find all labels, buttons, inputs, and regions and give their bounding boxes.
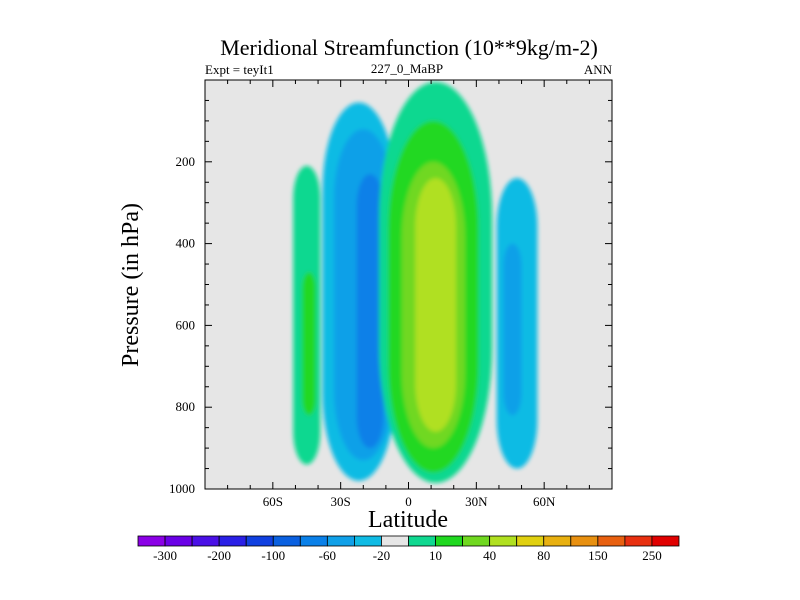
- colorbar-label: 80: [537, 548, 550, 563]
- colorbar-swatch: [381, 535, 409, 547]
- colorbar-label: 10: [429, 548, 442, 563]
- x-tick-label: 30S: [331, 494, 351, 509]
- x-tick-label: 0: [405, 494, 412, 509]
- colorbar-swatch: [218, 535, 247, 547]
- colorbar-label: -20: [373, 548, 390, 563]
- colorbar-swatch: [245, 535, 274, 547]
- colorbar-label: 250: [642, 548, 662, 563]
- x-tick-label: 60N: [533, 494, 556, 509]
- colorbar-swatch: [597, 535, 626, 547]
- season-label: ANN: [584, 62, 613, 77]
- colorbar-swatch: [299, 535, 328, 547]
- cell-sh-polar-inner: [302, 272, 316, 416]
- colorbar-swatch: [516, 535, 545, 547]
- y-tick-label: 800: [176, 399, 196, 414]
- y-axis-label: Pressure (in hPa): [118, 203, 144, 367]
- y-tick-label: 200: [176, 154, 196, 169]
- colorbar-swatch: [570, 535, 599, 547]
- colorbar-label: 150: [588, 548, 608, 563]
- colorbar: -300 -200 -100 -60 -20 10 40 80 150 250: [137, 535, 680, 563]
- colorbar-swatch: [137, 535, 166, 547]
- colorbar-swatch: [435, 535, 463, 547]
- y-tick-label: 400: [176, 236, 196, 251]
- y-tick-label: 1000: [169, 481, 195, 496]
- chart-title: Meridional Streamfunction (10**9kg/m-2): [220, 35, 598, 60]
- cell-sh-hadley-core: [356, 174, 384, 449]
- colorbar-swatch: [272, 535, 301, 547]
- colorbar-label: -200: [207, 548, 231, 563]
- colorbar-label: 40: [483, 548, 496, 563]
- x-axis-label: Latitude: [368, 507, 448, 533]
- colorbar-label: -60: [319, 548, 336, 563]
- colorbar-label: -300: [153, 548, 177, 563]
- period-label: 227_0_MaBP: [371, 61, 443, 76]
- x-tick-label: 60S: [263, 494, 283, 509]
- colorbar-swatch: [489, 535, 518, 547]
- colorbar-swatch: [462, 535, 491, 547]
- x-tick-label: 30N: [465, 494, 488, 509]
- colorbar-swatch: [543, 535, 572, 547]
- colorbar-swatch: [408, 535, 436, 547]
- colorbar-label: -100: [261, 548, 285, 563]
- y-tick-label: 600: [176, 317, 196, 332]
- colorbar-swatch: [651, 535, 680, 547]
- colorbar-swatch: [353, 535, 382, 547]
- colorbar-swatch: [326, 535, 355, 547]
- cell-nh-hadley-core: [415, 178, 456, 432]
- colorbar-swatch: [191, 535, 220, 547]
- cell-nh-ferrel-core: [503, 243, 522, 416]
- colorbar-swatch: [624, 535, 653, 547]
- experiment-label: Expt = teyIt1: [205, 62, 274, 77]
- colorbar-swatch: [164, 535, 193, 547]
